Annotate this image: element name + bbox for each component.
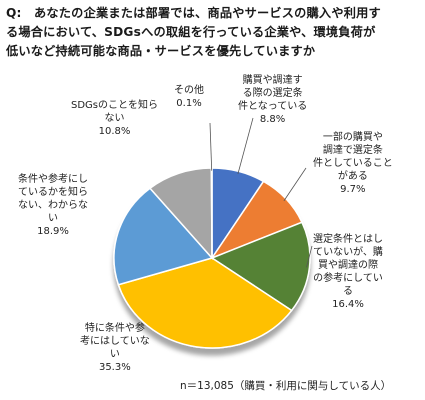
pie-slice-7 (210, 167, 213, 259)
slice-label-text: 条件や参考にし (18, 174, 88, 185)
slice-label-text: 件となっている (238, 101, 308, 112)
slice-label-text: る (343, 286, 353, 297)
slice-label-text: の参考にしてい (313, 273, 383, 284)
slice-percent-label: 9.7% (340, 184, 366, 195)
sample-size-note: n＝13,085（購買・利用に関与している人） (180, 380, 392, 392)
slice-label-text: 選定条件とはし (313, 234, 383, 245)
question-line-3: 低いなど持続可能な商品・サービスを優先していますか (6, 44, 316, 58)
question-line-2: る場合において、SDGsへの取組を行っている企業や、環境負荷が (6, 25, 376, 39)
slice-label-3: 選定条件とはし ていないが、購 買や調達の際 の参考にしている 16.4% (313, 233, 383, 311)
slice-label-text: ない、わからな (18, 200, 88, 211)
pie-slice-6 (148, 167, 213, 260)
slice-label-text: 購買や調達す (242, 75, 303, 86)
pie-slice-5 (113, 187, 214, 286)
slice-label-2: 一部の購買や 調達で選定条 件としていること がある 9.7% (313, 131, 393, 196)
slice-label-6: SDGsのことを知ら ない 10.8% (71, 99, 158, 138)
pie-slice-4 (117, 257, 293, 349)
slice-label-4: 特に条件や参 考にはしていない 35.3% (80, 322, 150, 374)
slice-label-text: 買や調達の際 (318, 260, 378, 271)
slice-label-1: 購買や調達す る際の選定条 件となっている 8.8% (238, 74, 307, 126)
leader-line-7 (209, 122, 213, 171)
leader-line-2 (283, 167, 307, 202)
slice-label-text: 調達で選定条 (322, 145, 383, 156)
slice-percent-label: 0.1% (176, 98, 202, 109)
slice-percent-label: 35.3% (98, 362, 131, 373)
slice-label-text: ていないが、購 (313, 247, 383, 258)
slice-percent-label: 8.8% (259, 114, 286, 125)
slice-label-5: 条件や参考にし ているかを知ら ない、わからない 18.9% (18, 173, 88, 238)
slice-label-text: 一部の購買や (322, 132, 383, 143)
leader-line-1 (237, 117, 254, 175)
question-text: Q: あなたの企業または部署では、商品やサービスの購入や利用す る場合において、… (6, 4, 418, 61)
slice-label-text: 件としていること (313, 158, 393, 169)
pie-slice-3 (210, 221, 311, 312)
leader-line-3 (306, 245, 313, 268)
slice-label-text: 特に条件や参 (84, 323, 145, 334)
slice-label-text: い (48, 213, 58, 224)
slice-label-text: その他 (174, 85, 204, 96)
question-line-1: Q: あなたの企業または部署では、商品やサービスの購入や利用す (6, 6, 381, 20)
slice-label-text: SDGsのことを知ら (71, 100, 159, 111)
slice-label-text: い (109, 349, 120, 360)
slice-label-text: 考にはしていな (80, 336, 150, 347)
slice-label-text: ない (104, 113, 125, 124)
slice-percent-label: 18.9% (37, 226, 69, 237)
slice-label-text: る際の選定条 (242, 88, 303, 99)
slice-percent-label: 16.4% (332, 299, 364, 310)
slice-label-text: がある (337, 171, 368, 182)
slice-label-text: ているかを知ら (18, 187, 88, 198)
slice-percent-label: 10.8% (98, 126, 131, 137)
slice-label-7: その他 0.1% (174, 84, 204, 110)
